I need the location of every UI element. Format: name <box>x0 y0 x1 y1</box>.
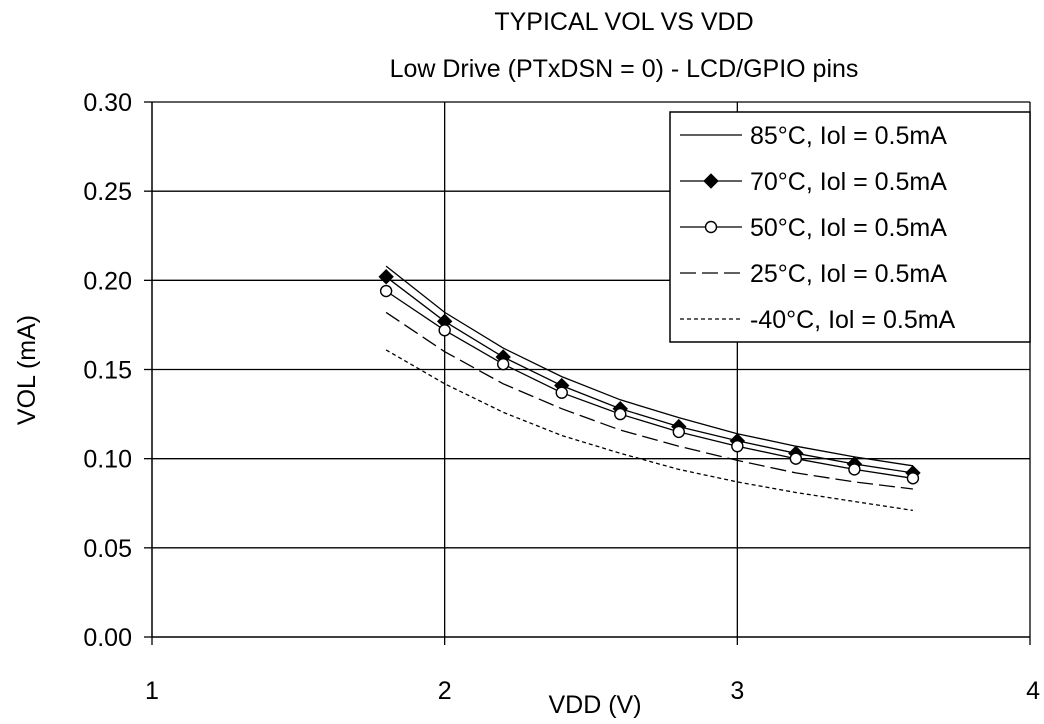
data-point <box>379 284 393 298</box>
legend-marker <box>704 220 718 234</box>
x-tick-label: 4 <box>1026 677 1040 705</box>
data-point <box>497 357 510 371</box>
data-point <box>438 324 451 337</box>
y-tick-label: 0.15 <box>83 357 132 385</box>
tick-labels: 0.00 0.05 0.10 0.15 0.20 0.25 0.30 1 2 3 4 <box>83 89 1040 705</box>
legend: 85°C, Iol = 0.5mA 70°C, Iol = 0.5mA 50°C, … <box>669 111 1031 343</box>
data-point <box>614 407 627 421</box>
legend-item: 70°C, Iol = 0.5mA <box>680 168 947 196</box>
y-tick-label: 0.20 <box>83 267 132 295</box>
y-tick-label: 0.05 <box>83 535 132 563</box>
chart-subtitle: Low Drive (PTxDSN = 0) - LCD/GPIO pins <box>390 55 859 83</box>
data-point <box>731 439 744 453</box>
y-tick-label: 0.00 <box>83 624 132 652</box>
data-point <box>378 269 394 285</box>
series-3 <box>385 311 913 490</box>
legend-marker <box>703 173 719 189</box>
axes <box>144 101 1031 645</box>
y-tick-label: 0.10 <box>83 446 132 474</box>
series-line <box>385 290 913 479</box>
legend-item: 50°C, Iol = 0.5mA <box>680 214 947 242</box>
legend-label: -40°C, Iol = 0.5mA <box>750 306 956 334</box>
x-tick-label: 1 <box>145 677 159 705</box>
y-tick-label: 0.25 <box>83 178 132 206</box>
data-point <box>555 386 568 399</box>
legend-item: 25°C, Iol = 0.5mA <box>680 260 947 288</box>
x-axis-label: VDD (V) <box>548 691 641 719</box>
series-line <box>385 276 913 474</box>
data-point <box>789 452 803 465</box>
series-line <box>385 311 913 490</box>
data-point <box>848 463 861 476</box>
legend-item: -40°C, Iol = 0.5mA <box>680 306 956 334</box>
data-point <box>906 472 920 485</box>
chart-title: TYPICAL VOL VS VDD <box>494 8 753 36</box>
series-4 <box>385 349 913 512</box>
legend-label: 70°C, Iol = 0.5mA <box>750 168 947 196</box>
grid-lines <box>152 101 1031 637</box>
series-line <box>385 265 913 467</box>
legend-label: 85°C, Iol = 0.5mA <box>750 122 947 150</box>
x-tick-label: 3 <box>730 677 744 705</box>
y-axis-label: VOL (mA) <box>13 315 41 425</box>
series-line <box>385 349 913 512</box>
legend-item: 85°C, Iol = 0.5mA <box>680 122 947 150</box>
y-tick-label: 0.30 <box>83 89 132 117</box>
legend-label: 50°C, Iol = 0.5mA <box>750 214 947 242</box>
series-2 <box>379 284 920 485</box>
legend-label: 25°C, Iol = 0.5mA <box>750 260 947 288</box>
series-0 <box>385 265 913 467</box>
data-point <box>672 425 685 439</box>
data-series <box>378 265 921 512</box>
x-tick-label: 2 <box>438 677 452 705</box>
